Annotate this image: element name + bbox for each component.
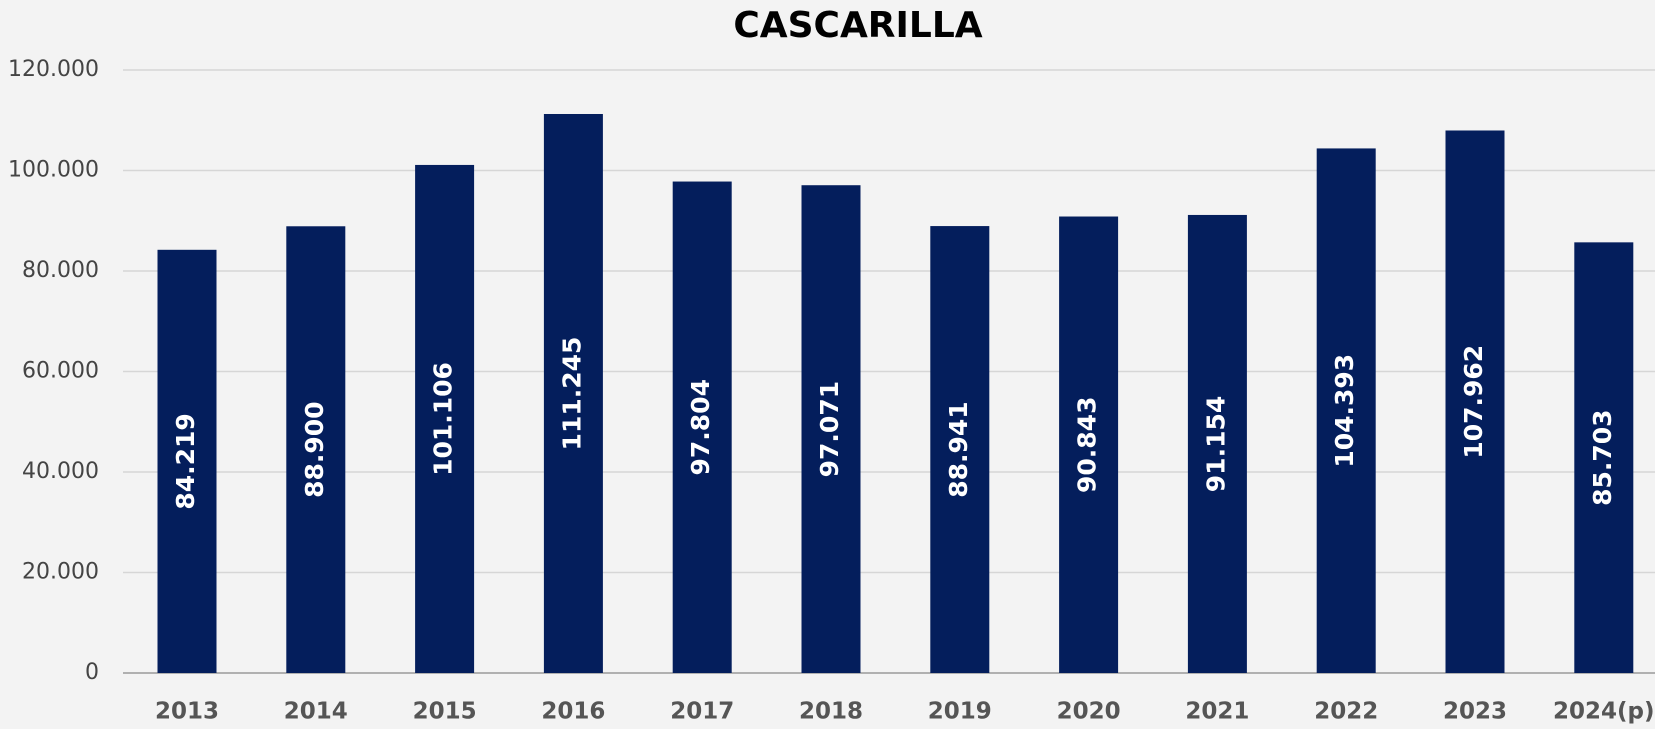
bar [415,164,475,673]
x-tick-label: 2017 [670,699,734,725]
y-tick-label: 60.000 [22,359,99,384]
value-label: 107.962 [1459,345,1488,459]
x-tick-label: 2021 [1185,699,1249,725]
bar [1574,242,1634,674]
bar [930,226,990,673]
x-tick-label: 2022 [1314,699,1378,725]
x-tick-label: 2018 [799,699,863,725]
value-label: 90.843 [1073,397,1102,493]
value-label: 88.900 [300,401,329,497]
x-tick-label: 2023 [1443,699,1507,725]
value-label: 111.245 [557,337,586,451]
x-tick-label: 2024(p) [1553,699,1655,725]
value-label: 101.106 [429,362,458,476]
x-tick-label: 2019 [928,699,992,725]
value-label: 91.154 [1201,396,1230,492]
value-label: 104.393 [1330,354,1359,468]
x-tick-label: 2015 [413,699,477,725]
bar [1316,148,1376,673]
y-tick-label: 80.000 [22,258,99,283]
chart-title: CASCARILLA [733,5,982,46]
x-tick-label: 2020 [1057,699,1121,725]
bar [672,181,732,673]
value-label: 84.219 [171,413,200,509]
y-tick-label: 20.000 [22,560,99,585]
y-tick-label: 120.000 [8,57,99,82]
bar [1059,216,1119,674]
bar [286,226,346,673]
value-label: 85.703 [1588,409,1617,505]
value-label: 88.941 [944,401,973,497]
bar [157,249,217,673]
y-tick-label: 100.000 [8,158,99,183]
bar [543,113,603,673]
bar [1445,130,1505,673]
y-tick-label: 0 [85,660,99,685]
value-label: 97.804 [686,379,715,475]
y-tick-label: 40.000 [22,459,99,484]
x-tick-label: 2014 [284,699,348,725]
x-tick-label: 2016 [541,699,605,725]
x-tick-label: 2013 [155,699,219,725]
bar [1187,214,1247,673]
bar [801,185,861,673]
value-label: 97.071 [815,381,844,477]
